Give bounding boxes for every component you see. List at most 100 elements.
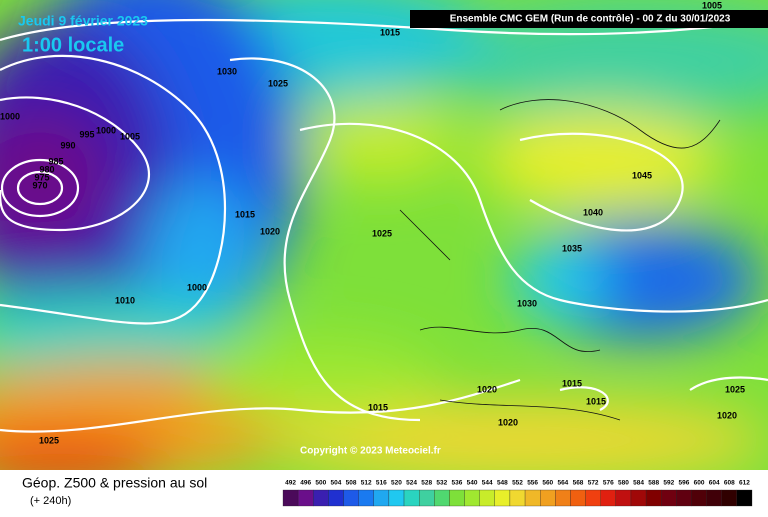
colorbar-label: 584 — [633, 480, 644, 487]
isobar-label: 1015 — [380, 27, 400, 37]
colorbar-swatch — [600, 489, 616, 507]
colorbar-swatch — [691, 489, 707, 507]
colorbar-swatch — [373, 489, 390, 507]
colorbar-label: 492 — [285, 480, 296, 487]
colorbar-label: 508 — [346, 480, 357, 487]
colorbar-label: 580 — [618, 480, 629, 487]
colorbar-swatch — [328, 489, 344, 507]
isobar-label: 1020 — [717, 410, 737, 420]
isobar-label: 1025 — [372, 228, 392, 238]
colorbar-swatch — [464, 489, 480, 507]
colorbar-swatch — [645, 489, 662, 507]
footer-lead: (+ 240h) — [30, 495, 71, 507]
colorbar-label: 600 — [694, 480, 705, 487]
colorbar-swatch — [676, 489, 692, 507]
colorbar-label: 576 — [603, 480, 614, 487]
map-field: 1005101510301025100099599010001005985980… — [0, 0, 768, 470]
colorbar-swatch — [479, 489, 495, 507]
colorbar-label: 528 — [421, 480, 432, 487]
isobar-label: 1025 — [725, 384, 745, 394]
colorbar-label: 560 — [542, 480, 553, 487]
isobar-label: 1045 — [632, 170, 652, 180]
isobar-label: 1025 — [39, 435, 59, 445]
isobar-label: 1020 — [477, 384, 497, 394]
colorbar-swatch — [297, 489, 314, 507]
colorbar-label: 556 — [527, 480, 538, 487]
colorbar-label: 604 — [709, 480, 720, 487]
colorbar-swatch — [419, 489, 435, 507]
isobar-label: 1035 — [562, 243, 582, 253]
copyright: Copyright © 2023 Meteociel.fr — [300, 446, 441, 457]
colorbar-label: 504 — [331, 480, 342, 487]
model-box — [410, 10, 768, 28]
colorbar-label: 536 — [452, 480, 463, 487]
isobar-label: 1005 — [120, 131, 140, 141]
colorbar-swatch — [615, 489, 632, 507]
colorbar-swatch — [358, 489, 374, 507]
isobar-label: 1005 — [702, 0, 722, 10]
isobar-label: 1040 — [583, 207, 603, 217]
isobar-label: 1030 — [517, 298, 537, 308]
isobar-label: 980 — [39, 164, 54, 174]
date: Jeudi 9 février 2023 — [18, 13, 148, 29]
footer-title: Géop. Z500 & pression au sol — [22, 475, 207, 491]
isobar-label: 970 — [32, 180, 47, 190]
model-info: Ensemble CMC GEM (Run de contrôle) - 00 … — [450, 14, 731, 25]
isobar-label: 1015 — [586, 396, 606, 406]
colorbar-label: 524 — [406, 480, 417, 487]
isobar-label: 1010 — [115, 295, 135, 305]
colorbar: 492 496 500 504 508 512 516 520 524 528 532 536 540 5… — [282, 480, 753, 507]
colorbar-label: 596 — [678, 480, 689, 487]
isobar-label: 1000 — [0, 111, 20, 121]
isobar-label: 1015 — [562, 378, 582, 388]
colorbar-label: 612 — [739, 480, 750, 487]
colorbar-label: 532 — [436, 480, 447, 487]
isobar-label: 1000 — [187, 282, 207, 292]
colorbar-label: 540 — [467, 480, 478, 487]
colorbar-swatch — [585, 489, 601, 507]
colorbar-label: 500 — [315, 480, 326, 487]
colorbar-swatch — [524, 489, 541, 507]
isobar-label: 1015 — [235, 209, 255, 219]
colorbar-label: 568 — [573, 480, 584, 487]
colorbar-swatch — [570, 489, 586, 507]
isobar-label: 1025 — [268, 78, 288, 88]
colorbar-swatch — [540, 489, 556, 507]
colorbar-label: 520 — [391, 480, 402, 487]
coastlines — [399, 99, 721, 421]
colorbar-swatch — [630, 489, 647, 507]
isobar-label: 1015 — [368, 402, 388, 412]
colorbar-swatch — [494, 489, 511, 507]
isobar-label: 975 — [34, 172, 49, 182]
colorbar-label: 516 — [376, 480, 387, 487]
colorbar-label: 548 — [497, 480, 508, 487]
colorbar-swatch — [343, 489, 359, 507]
colorbar-label: 592 — [663, 480, 674, 487]
colorbar-swatch — [449, 489, 465, 507]
isobar-label: 995 — [79, 129, 94, 139]
colorbar-swatch — [509, 489, 526, 507]
colorbar-label: 564 — [557, 480, 568, 487]
colorbar-swatch — [661, 489, 677, 507]
isobar-label: 1000 — [96, 125, 116, 135]
colorbar-label: 552 — [512, 480, 523, 487]
isobar-labels: 1005101510301025100099599010001005985980… — [0, 0, 745, 445]
colorbar-label: 512 — [361, 480, 372, 487]
colorbar-swatch — [388, 489, 405, 507]
colorbar-swatch — [403, 489, 420, 507]
time: 1:00 locale — [22, 34, 124, 56]
isobar-label: 990 — [60, 140, 75, 150]
colorbar-label: 572 — [588, 480, 599, 487]
isobar-label: 1020 — [260, 226, 280, 236]
colorbar-swatch — [555, 489, 571, 507]
colorbar-label: 608 — [724, 480, 735, 487]
colorbar-label: 544 — [482, 480, 493, 487]
colorbar-swatch — [434, 489, 450, 507]
colorbar-label: 588 — [648, 480, 659, 487]
colorbar-swatch — [736, 489, 753, 507]
isobar-label: 985 — [48, 156, 63, 166]
isobar-label: 1020 — [498, 417, 518, 427]
colorbar-swatch — [706, 489, 722, 507]
colorbar-swatch — [282, 489, 299, 507]
